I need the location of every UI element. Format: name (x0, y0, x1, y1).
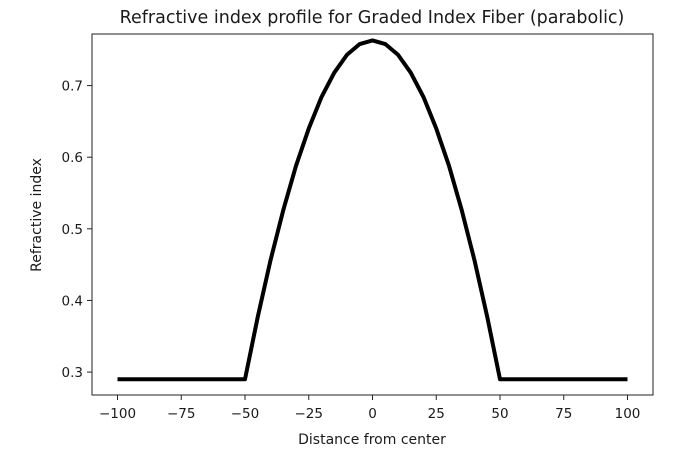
x-tick-label: 0 (368, 406, 377, 422)
y-axis-label: Refractive index (29, 158, 45, 272)
x-axis: −100 −75 −50 −25 0 25 50 75 100 (99, 395, 640, 422)
x-tick-label: 75 (555, 406, 572, 422)
data-layer (117, 38, 628, 382)
x-tick-label: −50 (231, 406, 260, 422)
y-axis: 0.3 0.4 0.5 0.6 0.7 (62, 79, 92, 381)
y-tick-label: 0.3 (62, 365, 83, 381)
y-tick-label: 0.4 (62, 293, 83, 309)
series-line-0 (117, 38, 628, 382)
y-tick-label: 0.7 (62, 79, 83, 95)
x-axis-label: Distance from center (298, 432, 446, 448)
x-tick-label: 25 (428, 406, 445, 422)
y-tick-label: 0.6 (62, 150, 83, 166)
chart-title: Refractive index profile for Graded Inde… (120, 8, 625, 28)
y-tick-label: 0.5 (62, 222, 83, 238)
x-tick-label: −25 (295, 406, 324, 422)
plot-area (91, 33, 654, 396)
x-tick-label: −100 (99, 406, 136, 422)
x-tick-label: −75 (167, 406, 196, 422)
x-tick-label: 50 (491, 406, 508, 422)
x-tick-label: 100 (615, 406, 641, 422)
plot-frame (91, 33, 654, 396)
